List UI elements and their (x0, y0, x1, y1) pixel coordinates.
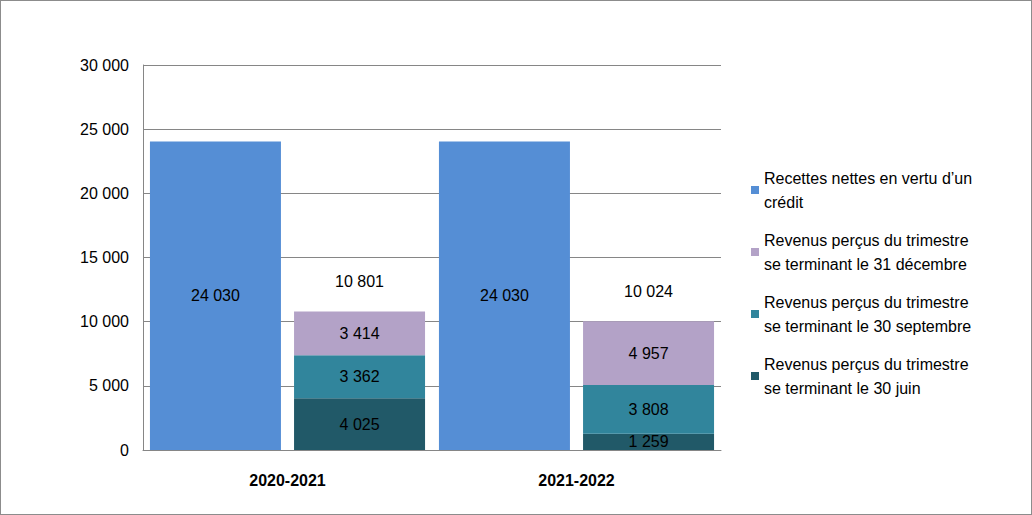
svg-text:crédit: crédit (764, 194, 804, 211)
svg-text:4 025: 4 025 (340, 416, 380, 433)
svg-text:10 801: 10 801 (335, 273, 384, 290)
svg-text:3 808: 3 808 (629, 401, 669, 418)
svg-text:4 957: 4 957 (629, 345, 669, 362)
svg-text:24 030: 24 030 (191, 287, 240, 304)
svg-text:1 259: 1 259 (629, 433, 669, 450)
svg-text:30 000: 30 000 (80, 57, 129, 74)
svg-text:2020-2021: 2020-2021 (249, 472, 326, 489)
svg-text:se terminant le 30 juin: se terminant le 30 juin (764, 380, 921, 397)
svg-text:3 414: 3 414 (340, 325, 380, 342)
svg-text:Revenus perçus du trimestre: Revenus perçus du trimestre (764, 356, 973, 373)
svg-text:Recettes nettes en vertu d’un: Recettes nettes en vertu d’un (764, 170, 977, 187)
svg-text:25 000: 25 000 (80, 121, 129, 138)
svg-text:20 000: 20 000 (80, 185, 129, 202)
svg-text:0: 0 (120, 442, 129, 459)
svg-text:5 000: 5 000 (89, 377, 129, 394)
svg-text:se terminant le 31 décembre: se terminant le 31 décembre (764, 256, 967, 273)
svg-text:se terminant le 30 septembre: se terminant le 30 septembre (764, 318, 971, 335)
svg-text:Revenus perçus du trimestre: Revenus perçus du trimestre (764, 294, 973, 311)
svg-text:10 000: 10 000 (80, 313, 129, 330)
svg-text:3 362: 3 362 (340, 368, 380, 385)
svg-text:Revenus perçus du trimestre: Revenus perçus du trimestre (764, 232, 973, 249)
svg-text:24 030: 24 030 (480, 287, 529, 304)
svg-text:15 000: 15 000 (80, 249, 129, 266)
svg-text:2021-2022: 2021-2022 (538, 472, 615, 489)
svg-text:10 024: 10 024 (624, 283, 673, 300)
